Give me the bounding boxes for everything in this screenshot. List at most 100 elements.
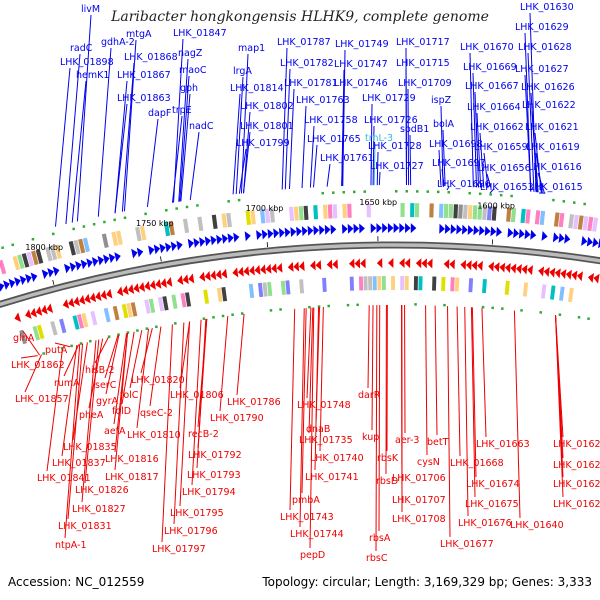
forward-gene-arrow (227, 233, 234, 244)
reverse-gene-label: LHK_01826 (75, 485, 129, 496)
forward-feature-block (21, 253, 30, 268)
forward-gene-connector (301, 105, 307, 189)
forward-feature-block (429, 203, 434, 218)
reverse-gene-arrow (565, 269, 572, 280)
reverse-gene-connector (113, 333, 128, 425)
reverse-gene-arrow (144, 280, 151, 291)
forward-gene-connector (441, 168, 445, 186)
reverse-feature-block (257, 282, 264, 298)
forward-feature-block (35, 249, 44, 264)
reverse-gene-label: LHK_01820 (131, 375, 185, 386)
forward-gene-connector (469, 52, 474, 188)
reverse-gene-connector (309, 307, 315, 549)
reverse-gene-connector (513, 310, 521, 519)
forward-gene-arrow (592, 237, 599, 248)
forward-gene-label: LHK_01630 (520, 2, 574, 13)
forward-gene-connector (114, 103, 128, 214)
forward-gene-label: LHK_01696 (437, 179, 491, 190)
outer-marker (395, 190, 398, 193)
reverse-gene-connector (308, 307, 314, 434)
forward-gene-connector (472, 72, 477, 188)
forward-feature-block (303, 205, 309, 220)
reverse-feature-block (59, 318, 67, 334)
forward-feature-block (221, 213, 228, 228)
reverse-gene-arrow (549, 267, 556, 278)
forward-gene-arrow (330, 224, 337, 235)
reverse-gene-arrow (232, 267, 239, 278)
reverse-gene-arrow (160, 277, 167, 288)
reverse-gene-connector (470, 307, 476, 498)
outer-marker (499, 193, 503, 197)
reverse-gene-label: LHK_01708 (392, 514, 446, 525)
forward-feature-block (45, 246, 53, 262)
forward-gene-arrow (581, 235, 588, 246)
reverse-gene-arrow (543, 267, 550, 277)
reverse-gene-arrow (73, 296, 80, 307)
inner-marker (42, 352, 45, 355)
forward-gene-arrow (405, 223, 411, 234)
forward-feature-block (226, 212, 232, 228)
reverse-gene-connector (301, 308, 307, 494)
reverse-gene-label: rbsD (376, 476, 398, 487)
forward-gene-arrow (216, 234, 223, 245)
reverse-gene-arrow (360, 258, 366, 269)
forward-feature-block (78, 238, 86, 254)
reverse-gene-connector (456, 306, 461, 457)
reverse-gene-arrow (116, 286, 124, 297)
reverse-gene-label: kup (362, 432, 379, 443)
reverse-gene-connector (481, 307, 487, 438)
reverse-gene-connector (196, 318, 207, 469)
forward-feature-block (250, 210, 256, 225)
reverse-gene-connector (375, 305, 378, 552)
forward-feature-block (135, 226, 142, 242)
inner-marker (107, 335, 111, 338)
forward-feature-block (182, 218, 190, 234)
map-title: Laribacter hongkongensis HLHK9, complete… (111, 9, 489, 25)
reverse-gene-arrow (527, 265, 534, 276)
reverse-feature-block (19, 329, 27, 345)
forward-gene-label: ispZ (431, 95, 452, 106)
reverse-gene-arrow (332, 259, 338, 270)
forward-gene-label: LHK_01619 (526, 142, 580, 153)
forward-feature-block (322, 204, 328, 219)
reverse-gene-connector (114, 333, 128, 471)
forward-gene-arrow (244, 231, 251, 242)
forward-gene-arrow (496, 226, 503, 237)
forward-gene-label: maoC (179, 65, 207, 76)
forward-gene-arrow (307, 225, 314, 236)
reverse-gene-arrow (254, 264, 261, 275)
scale-labels: 1800 kbp 1750 kbp 1700 kbp 1650 kbp 1600 kbp (25, 198, 515, 285)
forward-gene-arrow (552, 232, 559, 243)
reverse-gene-label: LHK_01810 (127, 430, 181, 441)
forward-gene-arrow (148, 245, 155, 256)
reverse-feature-block (32, 325, 41, 341)
forward-gene-label: LHK_01863 (117, 93, 171, 104)
reverse-feature-block (36, 324, 45, 340)
forward-gene-arrow (114, 252, 121, 262)
forward-gene-arrow (176, 240, 183, 251)
forward-gene-connector (180, 93, 191, 202)
forward-gene-arrow (131, 248, 138, 259)
forward-gene-label: lrgA (233, 66, 252, 77)
outer-marker (510, 194, 513, 198)
reverse-feature-block (299, 279, 305, 294)
forward-gene-label: LHK_01787 (277, 37, 331, 48)
inner-marker (221, 314, 225, 318)
reverse-gene-connector (105, 334, 120, 395)
reverse-gene-label: cysN (417, 457, 440, 468)
forward-gene-label: LHK_01763 (296, 95, 350, 106)
outer-marker (415, 190, 419, 193)
reverse-gene-connector (140, 327, 153, 374)
reverse-gene-label: LHK_01624 (553, 479, 600, 490)
label-connector-lines (20, 12, 564, 552)
forward-gene-connector (284, 68, 291, 190)
reverse-gene-connector (161, 324, 173, 543)
forward-gene-arrow (347, 223, 354, 234)
forward-gene-connector (71, 80, 87, 223)
forward-feature-block (592, 217, 599, 232)
inner-marker (558, 313, 562, 316)
forward-gene-arrow (278, 227, 285, 238)
reverse-feature-block (450, 277, 455, 292)
reverse-feature-block (72, 315, 80, 330)
